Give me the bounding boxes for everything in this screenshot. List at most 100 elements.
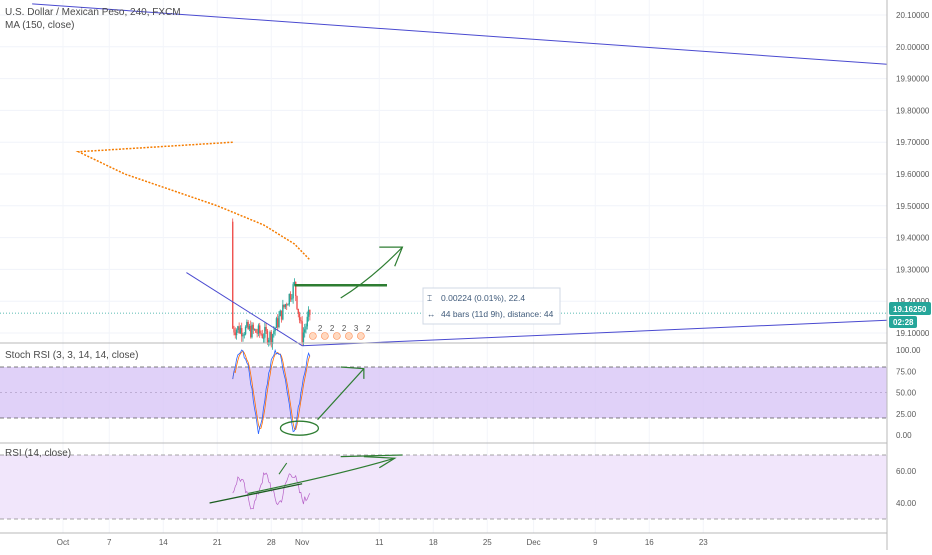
candle-body: [289, 293, 292, 300]
measure-bars-label: 44 bars (11d 9h), distance: 44: [441, 309, 554, 319]
time-axis-tick-label: Dec: [526, 538, 540, 547]
measure-icon-bars: ↔: [427, 309, 436, 319]
stoch-rsi-band: [0, 367, 887, 418]
price-axis-tick-label: 20.10000: [896, 11, 930, 20]
stoch-arrow-head: [340, 366, 365, 379]
rsi-axis-tick-label: 60.00: [896, 467, 917, 476]
candle-body: [262, 337, 265, 339]
candle-body: [256, 332, 258, 334]
candle-body: [304, 329, 306, 333]
candle-body: [297, 308, 299, 314]
candle-body: [309, 309, 311, 315]
support-trendline[interactable]: [302, 319, 888, 347]
candle-body: [232, 221, 234, 329]
countdown-tag-label: 02:28: [893, 318, 914, 327]
candle-body: [248, 325, 251, 330]
candle-body: [259, 325, 261, 334]
candle-body: [298, 313, 301, 321]
candle-body: [233, 328, 235, 333]
candle-body: [235, 330, 238, 336]
candle-body: [284, 304, 287, 308]
event-marker-dot[interactable]: [345, 332, 353, 340]
rsi-small-arrow[interactable]: [278, 462, 288, 475]
candle-body: [250, 325, 252, 338]
event-marker-dot[interactable]: [333, 332, 341, 340]
time-axis-tick-label: 21: [213, 538, 222, 547]
time-axis-tick-label: 7: [107, 538, 112, 547]
event-marker-dot[interactable]: [321, 332, 329, 340]
candle-body: [306, 316, 308, 327]
price-arrow-shaft[interactable]: [340, 246, 403, 299]
rsi-axis-tick-label: 40.00: [896, 499, 917, 508]
candle-body: [270, 332, 272, 345]
candle-body: [260, 333, 262, 335]
rsi-line[interactable]: [232, 472, 311, 510]
candle-body: [239, 328, 242, 334]
countdown-tag-bg: [889, 316, 917, 328]
candle-body: [283, 304, 285, 308]
candle-body: [302, 332, 305, 343]
rsi-arrow-head: [363, 456, 397, 469]
candle-body: [261, 334, 263, 338]
candle-body: [282, 304, 284, 320]
measure-icon-range: ⌶: [427, 293, 432, 303]
candle-body: [279, 310, 281, 317]
candle-body: [301, 321, 303, 343]
candle-body: [238, 326, 240, 334]
time-axis-tick-label: 25: [483, 538, 492, 547]
candle-body: [291, 298, 293, 300]
candles-group: [232, 218, 311, 350]
price-axis-tick-label: 20.00000: [896, 43, 930, 52]
candle-body: [271, 334, 274, 345]
candle-body: [293, 281, 296, 285]
price-axis-tick-label: 19.30000: [896, 265, 930, 274]
price-axis-tick-label: 19.50000: [896, 202, 930, 211]
stoch-arrow-shaft[interactable]: [317, 368, 365, 421]
price-tag-bg: [889, 302, 931, 315]
stoch-axis-tick-label: 75.00: [896, 367, 917, 376]
descending-trendline[interactable]: [186, 272, 303, 347]
candle-body: [295, 281, 297, 297]
candle-body: [300, 320, 302, 322]
stoch-oversold-circle[interactable]: [279, 420, 320, 436]
price-axis-tick-label: 19.40000: [896, 234, 930, 243]
resistance-trendline[interactable]: [32, 3, 888, 65]
candle-body: [266, 330, 269, 343]
rsi-trendline[interactable]: [209, 483, 303, 504]
time-axis-tick-label: 11: [375, 538, 384, 547]
candle-body: [307, 309, 310, 317]
stoch-rsi-k-line[interactable]: [232, 348, 311, 435]
rsi-level-arrow[interactable]: [340, 454, 403, 458]
price-axis-tick-label: 19.70000: [896, 138, 930, 147]
candle-body: [252, 324, 254, 330]
event-marker-label: 2: [318, 324, 323, 333]
price-tag-label: 19.16250: [893, 305, 927, 314]
price-axis-tick-label: 19.20000: [896, 297, 930, 306]
current-price-tag[interactable]: 19.16250 02:28: [889, 302, 931, 328]
candle-body: [269, 332, 271, 341]
event-marker-dot[interactable]: [309, 332, 317, 340]
measure-tool[interactable]: ⌶ 0.00224 (0.01%), 22.4 ↔ 44 bars (11d 9…: [422, 287, 561, 325]
candle-body: [278, 316, 280, 328]
candle-body: [265, 326, 267, 331]
stoch-axis-tick-label: 50.00: [896, 389, 917, 398]
rsi-arrow-shaft[interactable]: [248, 457, 395, 494]
price-axis-tick-label: 19.90000: [896, 75, 930, 84]
candle-body: [255, 329, 257, 333]
price-axis-tick-label: 19.60000: [896, 170, 930, 179]
candle-body: [286, 304, 288, 306]
ma-legend: MA (150, close): [5, 20, 74, 31]
event-marker-dot[interactable]: [357, 332, 365, 340]
candle-body: [277, 318, 279, 328]
event-marker-label: 2: [330, 324, 335, 333]
time-axis-tick-label: 18: [429, 538, 438, 547]
stoch-rsi-d-line[interactable]: [232, 350, 311, 431]
price-axis-tick-label: 19.80000: [896, 106, 930, 115]
candle-body: [247, 321, 249, 330]
candle-body: [241, 328, 243, 337]
candle-body: [251, 324, 253, 338]
candle-body: [292, 284, 294, 299]
time-axis-tick-label: 28: [267, 538, 276, 547]
